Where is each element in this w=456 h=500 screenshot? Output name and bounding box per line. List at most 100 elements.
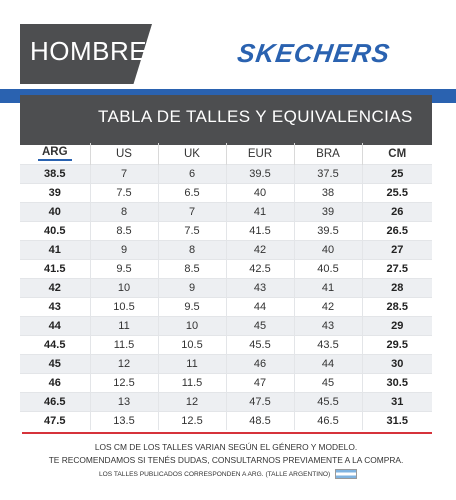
table-row: 46 12.5 11.5 47 45 30.5	[20, 373, 432, 393]
column-header-5: CM	[361, 143, 432, 165]
table-row: 43 10.5 9.5 44 42 28.5	[20, 297, 432, 317]
table-cell: 9	[157, 278, 226, 298]
category-title: HOMBRE	[30, 36, 148, 66]
table-cell: 42	[293, 297, 362, 317]
table-cell: 42.5	[225, 259, 294, 279]
table-cell: 7.5	[157, 221, 226, 241]
table-cell: 41	[225, 202, 294, 222]
table-cell: 42	[225, 240, 294, 260]
table-cell: 48.5	[225, 411, 294, 430]
table-cell: 9.5	[89, 259, 158, 279]
table-cell: 44.5	[20, 335, 90, 355]
size-table: ARG US UK EUR BRA CM 38.5 7 6 39.5 37.5 25 39 7.5 6.5…	[20, 143, 432, 430]
table-cell: 8.5	[89, 221, 158, 241]
table-cell: 6	[157, 164, 226, 184]
table-cell: 40	[293, 240, 362, 260]
table-cell: 40.5	[20, 221, 90, 241]
table-cell: 47	[225, 373, 294, 393]
table-cell: 11.5	[89, 335, 158, 355]
table-cell: 29.5	[361, 335, 432, 355]
table-row: 44 11 10 45 43 29	[20, 316, 432, 336]
table-cell: 11	[89, 316, 158, 336]
column-header-label: EUR	[247, 147, 273, 160]
table-cell: 41.5	[225, 221, 294, 241]
table-cell: 41.5	[20, 259, 90, 279]
table-cell: 8.5	[157, 259, 226, 279]
table-cell: 45	[293, 373, 362, 393]
table-row: 46.5 13 12 47.5 45.5 31	[20, 392, 432, 412]
table-row: 38.5 7 6 39.5 37.5 25	[20, 164, 432, 184]
table-cell: 41	[20, 240, 90, 260]
table-cell: 40	[225, 183, 294, 203]
table-cell: 39	[293, 202, 362, 222]
table-cell: 27.5	[361, 259, 432, 279]
table-row: 40 8 7 41 39 26	[20, 202, 432, 222]
table-cell: 43.5	[293, 335, 362, 355]
table-cell: 30	[361, 354, 432, 374]
column-header-4: BRA	[293, 143, 362, 165]
column-header-1: US	[89, 143, 158, 165]
table-cell: 41	[293, 278, 362, 298]
table-cell: 40.5	[293, 259, 362, 279]
footer-note-3-wrap: LOS TALLES PUBLICADOS CORRESPONDEN A ARG…	[0, 469, 456, 479]
table-cell: 45	[20, 354, 90, 374]
table-cell: 44	[20, 316, 90, 336]
skechers-logo: SKECHERS	[236, 38, 393, 68]
table-cell: 27	[361, 240, 432, 260]
table-cell: 12	[89, 354, 158, 374]
table-cell: 12.5	[157, 411, 226, 430]
table-cell: 37.5	[293, 164, 362, 184]
table-cell: 10	[89, 278, 158, 298]
table-cell: 9	[89, 240, 158, 260]
table-body: 38.5 7 6 39.5 37.5 25 39 7.5 6.5 40 38 25.5 40 8 7 41 39…	[20, 164, 432, 430]
table-cell: 47.5	[225, 392, 294, 412]
table-row: 40.5 8.5 7.5 41.5 39.5 26.5	[20, 221, 432, 241]
table-cell: 45.5	[225, 335, 294, 355]
table-cell: 12.5	[89, 373, 158, 393]
column-header-2: UK	[157, 143, 226, 165]
table-cell: 12	[157, 392, 226, 412]
table-cell: 25.5	[361, 183, 432, 203]
table-cell: 9.5	[157, 297, 226, 317]
table-row: 41 9 8 42 40 27	[20, 240, 432, 260]
table-row: 45 12 11 46 44 30	[20, 354, 432, 374]
footer-note-1: LOS CM DE LOS TALLES VARIAN SEGÚN EL GÉN…	[94, 442, 358, 452]
column-header-label: ARG	[37, 146, 72, 161]
brand-logo-text: SKECHERS	[236, 38, 393, 68]
table-title: TABLA DE TALLES Y EQUIVALENCIAS	[98, 107, 413, 126]
table-cell: 10.5	[89, 297, 158, 317]
table-cell: 46.5	[293, 411, 362, 430]
table-cell: 31.5	[361, 411, 432, 430]
table-cell: 6.5	[157, 183, 226, 203]
table-cell: 42	[20, 278, 90, 298]
table-row: 39 7.5 6.5 40 38 25.5	[20, 183, 432, 203]
column-header-label: CM	[388, 147, 407, 160]
table-cell: 39	[20, 183, 90, 203]
table-row: 47.5 13.5 12.5 48.5 46.5 31.5	[20, 411, 432, 430]
table-cell: 29	[361, 316, 432, 336]
column-header-label: US	[116, 147, 132, 160]
table-cell: 39.5	[293, 221, 362, 241]
table-cell: 46.5	[20, 392, 90, 412]
column-header-label: BRA	[316, 147, 340, 160]
table-row: 44.5 11.5 10.5 45.5 43.5 29.5	[20, 335, 432, 355]
table-cell: 45.5	[293, 392, 362, 412]
table-cell: 40	[20, 202, 90, 222]
footer-note-2: TE RECOMENDAMOS SI TENÉS DUDAS, CONSULTA…	[48, 455, 404, 465]
table-cell: 11.5	[157, 373, 226, 393]
table-cell: 43	[225, 278, 294, 298]
table-cell: 44	[293, 354, 362, 374]
table-cell: 10	[157, 316, 226, 336]
footer-note-3: LOS TALLES PUBLICADOS CORRESPONDEN A ARG…	[98, 470, 331, 478]
category-panel	[20, 24, 152, 84]
table-cell: 39.5	[225, 164, 294, 184]
table-cell: 26.5	[361, 221, 432, 241]
title-panel	[20, 95, 432, 145]
column-header-0: ARG	[20, 143, 90, 165]
table-row: 41.5 9.5 8.5 42.5 40.5 27.5	[20, 259, 432, 279]
table-cell: 28.5	[361, 297, 432, 317]
table-cell: 38	[293, 183, 362, 203]
table-cell: 8	[89, 202, 158, 222]
table-cell: 43	[20, 297, 90, 317]
divider-line	[22, 432, 432, 434]
